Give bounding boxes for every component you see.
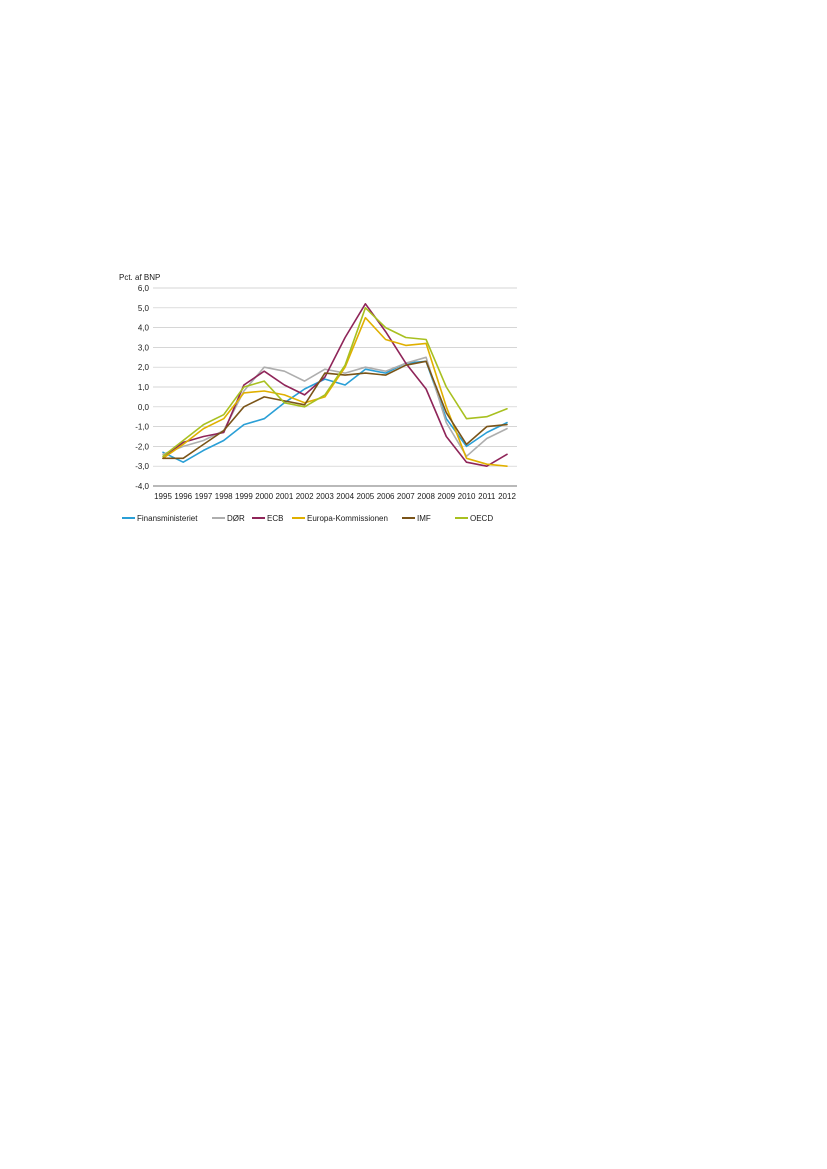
y-tick-label: -2,0 xyxy=(135,442,149,451)
series-line xyxy=(162,316,508,468)
x-tick-label: 2006 xyxy=(377,492,395,501)
x-tick-label: 2005 xyxy=(356,492,374,501)
y-tick-label: -3,0 xyxy=(135,462,149,471)
x-tick-label: 1997 xyxy=(195,492,213,501)
legend-label: Finansministeriet xyxy=(137,514,198,523)
y-tick-label: 0,0 xyxy=(138,403,150,412)
series-line xyxy=(162,302,508,468)
x-tick-label: 2010 xyxy=(458,492,476,501)
x-tick-label: 2012 xyxy=(498,492,516,501)
legend-label: OECD xyxy=(470,514,493,523)
x-axis-ticks: 1995 1996 1997 1998 1999 2000 2001 2002 2003 2004… xyxy=(154,492,516,501)
y-tick-label: 4,0 xyxy=(138,324,150,333)
y-axis-title: Pct. af BNP xyxy=(119,273,160,282)
y-tick-label: 6,0 xyxy=(138,284,150,293)
y-tick-label: -1,0 xyxy=(135,423,149,432)
series-line xyxy=(162,306,508,458)
x-tick-label: 2000 xyxy=(255,492,273,501)
x-tick-label: 2009 xyxy=(437,492,455,501)
legend-label: Europa-Kommissionen xyxy=(307,514,388,523)
series-lines xyxy=(162,302,508,468)
x-tick-label: 2003 xyxy=(316,492,334,501)
x-tick-label: 1998 xyxy=(215,492,233,501)
legend-label: ECB xyxy=(267,514,283,523)
y-tick-label: 2,0 xyxy=(138,363,150,372)
gridlines xyxy=(153,287,517,487)
x-tick-label: 1995 xyxy=(154,492,172,501)
x-tick-label: 1999 xyxy=(235,492,253,501)
series-line xyxy=(162,360,508,460)
x-tick-label: 1996 xyxy=(174,492,192,501)
x-tick-label: 2001 xyxy=(276,492,294,501)
y-tick-label: 1,0 xyxy=(138,383,150,392)
y-axis-ticks: 6,0 5,0 4,0 3,0 2,0 1,0 0,0 -1,0 -2,0 -3,0 -4,0 xyxy=(135,284,149,491)
x-tick-label: 2002 xyxy=(296,492,314,501)
x-tick-label: 2007 xyxy=(397,492,415,501)
x-tick-label: 2011 xyxy=(478,492,496,501)
x-tick-label: 2004 xyxy=(336,492,354,501)
legend-label: DØR xyxy=(227,514,245,523)
x-tick-label: 2008 xyxy=(417,492,435,501)
y-tick-label: 3,0 xyxy=(138,343,150,352)
y-tick-label: 5,0 xyxy=(138,304,150,313)
legend: Finansministeriet DØR ECB Europa-Kommission… xyxy=(122,514,493,523)
y-tick-label: -4,0 xyxy=(135,482,149,491)
legend-label: IMF xyxy=(417,514,431,523)
